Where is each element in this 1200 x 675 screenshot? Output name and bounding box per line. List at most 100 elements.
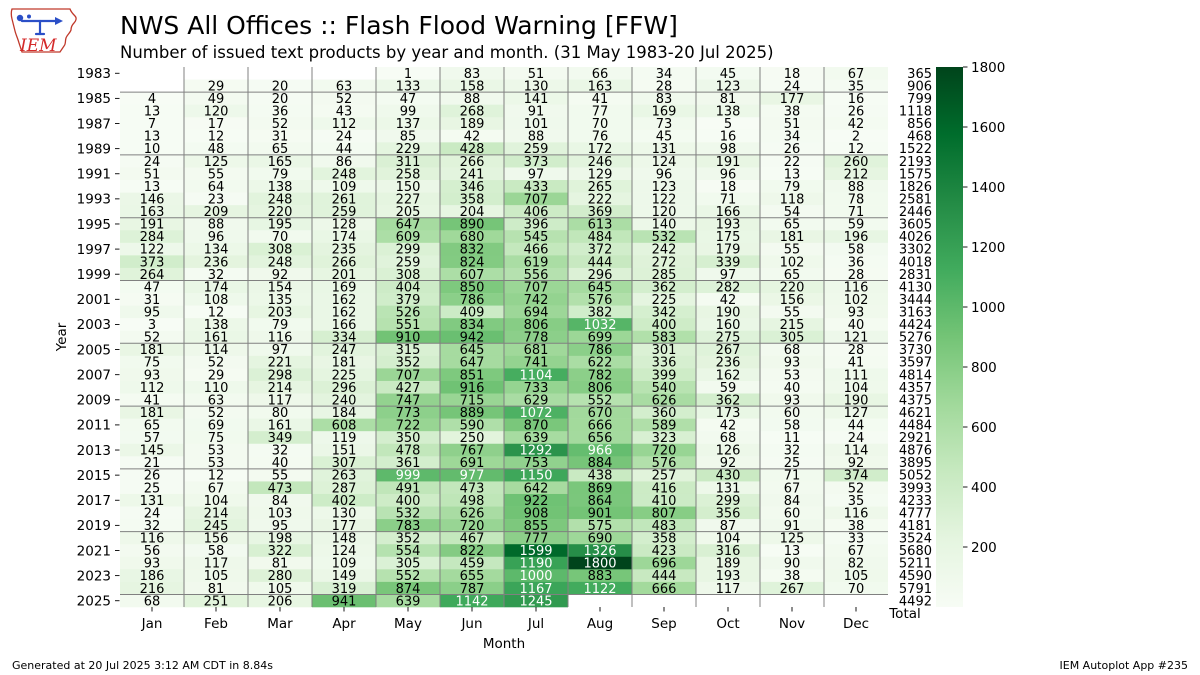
cell-value-label: 773 xyxy=(396,406,421,421)
heatmap-cell-1984-jul xyxy=(504,79,568,93)
cell-value-label: 782 xyxy=(588,368,613,383)
heatmap-cell-1997-dec xyxy=(824,242,888,256)
heatmap-cell-1985-jun xyxy=(440,92,504,105)
heatmap-cell-2025-jun xyxy=(440,594,504,608)
heatmap-cell-2002-nov xyxy=(760,305,824,319)
heatmap-cell-2000-feb xyxy=(184,280,248,294)
heatmap-cell-2014-apr xyxy=(312,456,376,470)
cell-value-label: 88 xyxy=(528,130,545,145)
cell-value-label: 540 xyxy=(652,381,677,396)
heatmap-cell-2015-may xyxy=(376,468,440,482)
cell-value-label: 55 xyxy=(784,305,801,320)
cell-value-label: 93 xyxy=(848,305,865,320)
row-total-label: 4130 xyxy=(899,280,932,295)
row-total-label: 365 xyxy=(907,67,932,82)
heatmap-cell-2008-apr xyxy=(312,380,376,394)
heatmap-cell-1986-jun xyxy=(440,104,504,118)
cell-value-label: 229 xyxy=(396,142,421,157)
cell-value-label: 645 xyxy=(460,343,485,358)
heatmap-cell-1994-jun xyxy=(440,205,504,218)
heatmap-cell-2024-may xyxy=(376,581,440,595)
heatmap-cell-2021-apr xyxy=(312,544,376,558)
heatmap-cell-2005-may xyxy=(376,343,440,357)
cell-value-label: 467 xyxy=(460,532,485,547)
cell-value-label: 264 xyxy=(140,268,165,283)
cell-value-label: 44 xyxy=(848,419,865,434)
heatmap-cell-2021-oct xyxy=(696,544,760,558)
cell-value-label: 720 xyxy=(460,519,485,534)
cell-value-label: 124 xyxy=(652,155,677,170)
heatmap-cell-2022-aug xyxy=(568,556,632,570)
colorbar-tick-label: 1000 xyxy=(971,300,1005,316)
y-tick-label: 1997 xyxy=(77,242,111,258)
cell-value-label: 832 xyxy=(460,243,485,258)
cell-value-label: 103 xyxy=(268,506,293,521)
cell-value-label: 12 xyxy=(208,305,225,320)
cell-value-label: 382 xyxy=(588,305,613,320)
heatmap-cell-1986-dec xyxy=(824,104,888,118)
cell-value-label: 261 xyxy=(332,192,357,207)
cell-value-label: 67 xyxy=(208,481,225,496)
heatmap-cell-1991-feb xyxy=(184,167,248,181)
heatmap-cell-2002-apr xyxy=(312,305,376,319)
heatmap-cell-2017-jul xyxy=(504,493,568,507)
cell-value-label: 404 xyxy=(396,280,421,295)
heatmap-cell-1984-oct xyxy=(696,79,760,93)
cell-value-label: 42 xyxy=(848,117,865,132)
cell-value-label: 305 xyxy=(396,557,421,572)
y-axis-label: Year xyxy=(54,322,70,352)
heatmap-cell-2009-may xyxy=(376,393,440,407)
heatmap-cell-2000-aug xyxy=(568,280,632,294)
heatmap-cell-2011-nov xyxy=(760,418,824,432)
heatmap-cell-2016-may xyxy=(376,481,440,495)
row-total-label: 3993 xyxy=(899,481,932,496)
cell-value-label: 285 xyxy=(652,268,677,283)
cell-value-label: 173 xyxy=(716,406,741,421)
heatmap-cell-1999-jul xyxy=(504,267,568,281)
cell-value-label: 97 xyxy=(528,167,545,182)
heatmap-cell-2001-dec xyxy=(824,293,888,306)
cell-value-label: 116 xyxy=(268,331,293,346)
y-tick-label: 2003 xyxy=(77,317,111,333)
heatmap-cell-2018-jul xyxy=(504,506,568,520)
cell-value-label: 55 xyxy=(208,167,225,182)
colorbar-tick-label: 400 xyxy=(971,480,997,496)
y-axis: 1983 1985 1987 1989 1991 1993 1995 1997 1999 2001… xyxy=(77,66,120,610)
cell-value-label: 645 xyxy=(588,280,613,295)
cell-value-label: 7 xyxy=(148,117,156,132)
colorbar-tick-label: 1800 xyxy=(971,60,1005,76)
cell-value-label: 236 xyxy=(204,255,229,270)
cell-value-label: 26 xyxy=(848,105,865,120)
cell-value-label: 134 xyxy=(204,243,229,258)
cell-value-label: 47 xyxy=(144,280,161,295)
cell-value-label: 83 xyxy=(464,67,481,82)
heatmap-cell-1991-jun xyxy=(440,167,504,181)
heatmap-cell-2011-jul xyxy=(504,418,568,432)
heatmap-cell-1995-may xyxy=(376,217,440,231)
cell-value-label: 942 xyxy=(460,331,485,346)
cell-value-label: 824 xyxy=(460,255,485,270)
heatmap-cell-2020-jun xyxy=(440,531,504,545)
heatmap-cell-2024-nov xyxy=(760,581,824,595)
heatmap-cell-1987-aug xyxy=(568,117,632,131)
cell-value-label: 120 xyxy=(204,105,229,120)
heatmap-cell-2020-mar xyxy=(248,531,312,545)
heatmap-cell-1999-nov xyxy=(760,267,824,281)
cell-value-label: 13 xyxy=(144,105,161,120)
cell-value-label: 73 xyxy=(656,117,673,132)
heatmap-cell-1992-jan xyxy=(120,180,184,193)
cell-value-label: 169 xyxy=(332,280,357,295)
cell-value-label: 42 xyxy=(720,419,737,434)
cell-value-label: 498 xyxy=(460,494,485,509)
cell-value-label: 204 xyxy=(460,205,485,220)
cell-value-label: 129 xyxy=(588,167,613,182)
heatmap-cell-1990-sep xyxy=(632,154,696,168)
cell-value-label: 161 xyxy=(204,331,229,346)
heatmap-cell-1993-sep xyxy=(632,192,696,206)
heatmap-cell-1999-jun xyxy=(440,267,504,281)
cell-value-label: 117 xyxy=(268,393,293,408)
cell-value-label: 922 xyxy=(524,494,549,509)
heatmap-cell-1986-mar xyxy=(248,104,312,118)
heatmap-cell-2010-mar xyxy=(248,406,312,419)
heatmap-cell-2018-mar xyxy=(248,506,312,520)
